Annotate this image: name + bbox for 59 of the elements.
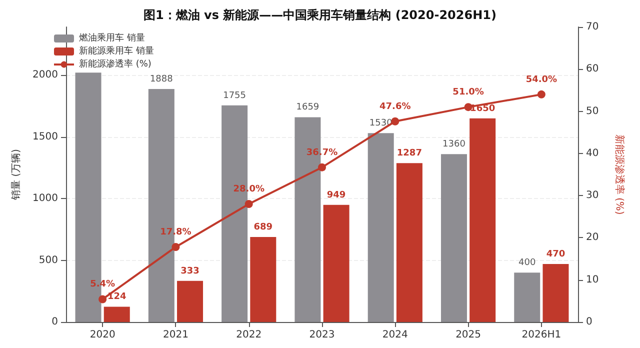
x-tick-label: 2022 [236, 330, 262, 340]
data-label: 400 [518, 258, 536, 268]
bar [514, 272, 540, 322]
y2-tick-label: 40 [586, 148, 599, 159]
y-tick-label: 500 [38, 254, 58, 266]
bar [104, 306, 130, 322]
data-label: 949 [326, 190, 346, 200]
data-label: 470 [546, 249, 566, 260]
x-tick-label: 2020 [90, 330, 116, 340]
point [318, 163, 326, 172]
bar [323, 204, 350, 322]
y2-tick-label: 20 [586, 232, 599, 244]
legend-label: 燃油乘用车 销量 [79, 32, 145, 44]
y2-tick-label: 30 [586, 190, 599, 202]
y-tick-label: 2000 [32, 70, 58, 81]
y2-tick-label: 10 [586, 274, 599, 286]
data-label: 1659 [296, 102, 320, 113]
x-tick-label: 2023 [309, 330, 335, 340]
point [244, 200, 253, 208]
data-label: 1755 [223, 90, 246, 101]
y2-tick-label: 70 [586, 22, 599, 32]
bar [542, 264, 569, 322]
legend-label: 新能源乘用车 销量 [79, 46, 154, 56]
y-tick-label: 1000 [32, 193, 58, 204]
data-label: 333 [180, 266, 200, 276]
data-label: 51.0% [452, 88, 484, 98]
y2-axis-title: 新能源渗透率 (%) [614, 134, 626, 215]
legend-label: 新能源渗透率 (%) [79, 58, 152, 70]
data-label: 17.8% [160, 227, 192, 238]
data-label: 689 [254, 222, 273, 232]
chart-title: 图1：燃油 vs 新能源——中国乘用车销量结构 (2020-2026H1) [144, 8, 496, 22]
y2-tick-label: 50 [586, 106, 599, 117]
point [537, 90, 546, 98]
y-tick-label: 0 [52, 316, 58, 328]
bar [396, 163, 422, 322]
data-label: 36.7% [306, 148, 338, 158]
data-label: 5.4% [90, 280, 116, 290]
x-tick-label: 2026H1 [522, 330, 562, 340]
data-label: 54.0% [526, 74, 558, 85]
y2-tick-label: 60 [586, 64, 599, 75]
data-label: 1287 [396, 148, 422, 159]
x-tick-label: 2024 [382, 330, 408, 340]
x-tick-label: 2025 [456, 330, 482, 340]
bar [250, 236, 276, 322]
bar [368, 133, 394, 322]
y-axis-title: 销量 (万辆) [10, 148, 22, 201]
point [98, 295, 107, 304]
bar [470, 118, 496, 322]
data-label: 1888 [150, 74, 174, 84]
bar [440, 154, 467, 322]
bar [177, 280, 204, 322]
data-label: 28.0% [233, 184, 264, 194]
y-tick-label: 1500 [32, 131, 58, 142]
data-label: 1360 [442, 140, 466, 150]
data-label: 47.6% [380, 102, 411, 112]
x-tick-label: 2021 [162, 330, 188, 340]
point [172, 242, 180, 251]
point [391, 117, 400, 126]
y2-tick-label: 0 [586, 316, 592, 328]
